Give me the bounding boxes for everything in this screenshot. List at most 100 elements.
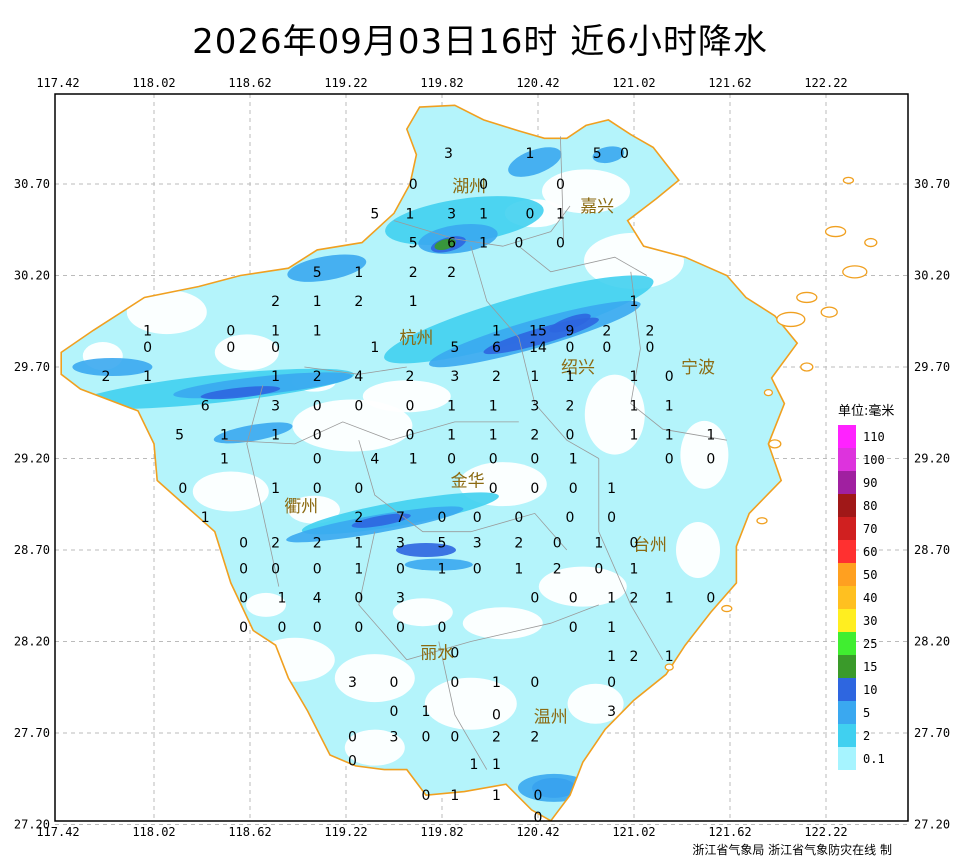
lon-tick-label: 122.22 <box>804 825 847 839</box>
station-value: 1 <box>370 340 379 356</box>
station-value: 1 <box>566 369 575 385</box>
dry-area <box>680 420 729 489</box>
station-value: 0 <box>313 452 322 468</box>
city-label: 温州 <box>534 708 568 728</box>
legend-label: 2 <box>863 728 871 743</box>
station-value: 1 <box>492 323 501 339</box>
station-value: 3 <box>444 146 453 162</box>
station-value: 0 <box>566 340 575 356</box>
lon-tick-label: 118.62 <box>228 76 271 90</box>
legend-label: 110 <box>863 429 885 444</box>
station-value: 0 <box>450 675 459 691</box>
station-value: 1 <box>665 428 674 444</box>
island <box>864 237 878 248</box>
legend-item: 110 <box>838 425 908 448</box>
station-value: 0 <box>409 177 418 193</box>
station-value: 1 <box>526 146 535 162</box>
station-value: 0 <box>226 340 235 356</box>
page-title: 2026年09月03日16时 近6小时降水 <box>192 22 768 62</box>
lat-tick-label: 30.70 <box>914 177 950 191</box>
station-value: 0 <box>630 536 639 552</box>
legend-item: 10 <box>838 678 908 701</box>
station-value: 2 <box>313 369 322 385</box>
legend-swatch <box>838 701 856 724</box>
station-value: 0 <box>646 340 655 356</box>
station-value: 0 <box>514 510 523 526</box>
station-value: 0 <box>239 561 248 577</box>
station-value: 5 <box>175 428 184 444</box>
station-value: 2 <box>646 323 655 339</box>
station-value: 2 <box>406 369 415 385</box>
rain-area <box>351 513 411 528</box>
district-border <box>598 458 664 661</box>
dry-area <box>424 677 517 730</box>
station-value: 0 <box>607 675 616 691</box>
station-value: 1 <box>143 369 152 385</box>
station-value: 2 <box>447 265 456 281</box>
station-value: 0 <box>143 340 152 356</box>
station-value: 0 <box>534 810 543 826</box>
legend-swatch <box>838 724 856 747</box>
station-value: 0 <box>390 675 399 691</box>
lat-tick-label: 29.20 <box>914 452 950 466</box>
station-value: 1 <box>479 206 488 222</box>
station-value: 0 <box>178 481 187 497</box>
legend-label: 30 <box>863 613 878 628</box>
station-value: 0 <box>489 481 498 497</box>
station-value: 15 <box>529 323 547 339</box>
island <box>664 663 674 671</box>
station-value: 0 <box>313 620 322 636</box>
dry-area <box>542 169 630 214</box>
station-value: 3 <box>473 536 482 552</box>
rain-area <box>518 773 590 802</box>
station-value: 3 <box>450 369 459 385</box>
station-value: 0 <box>239 591 248 607</box>
station-value: 3 <box>447 206 456 222</box>
dry-area <box>246 592 286 617</box>
lon-tick-label: 120.42 <box>516 825 559 839</box>
legend-swatch <box>838 655 856 678</box>
dry-area <box>392 598 453 627</box>
rain-area <box>508 147 562 177</box>
legend-label: 15 <box>863 659 878 674</box>
station-value: 0 <box>271 561 280 577</box>
legend-swatch <box>838 425 856 448</box>
legend-label: 90 <box>863 475 878 490</box>
legend-swatch <box>838 494 856 517</box>
dry-area <box>334 654 415 703</box>
rain-area <box>72 358 153 376</box>
station-value: 1 <box>271 323 280 339</box>
dry-area <box>192 471 269 512</box>
station-value: 0 <box>620 146 629 162</box>
station-value: 1 <box>492 788 501 804</box>
island <box>842 265 868 279</box>
station-value: 0 <box>447 452 456 468</box>
station-value: 1 <box>447 428 456 444</box>
station-value: 1 <box>220 452 229 468</box>
lat-tick-label: 27.20 <box>914 818 950 832</box>
station-value: 1 <box>530 369 539 385</box>
island <box>776 311 806 328</box>
station-value: 5 <box>450 340 459 356</box>
station-value: 6 <box>492 340 501 356</box>
district-border <box>304 366 407 375</box>
legend-label: 70 <box>863 521 878 536</box>
legend-item: 80 <box>838 494 908 517</box>
legend-swatch <box>838 586 856 609</box>
lon-tick-label: 121.62 <box>708 76 751 90</box>
station-value: 1 <box>630 398 639 414</box>
station-value: 2 <box>102 369 111 385</box>
dry-area <box>254 637 335 682</box>
city-label: 杭州 <box>399 329 433 349</box>
station-value: 0 <box>492 708 501 724</box>
lat-tick-label: 29.70 <box>14 360 50 374</box>
map-frame <box>54 93 909 822</box>
station-value: 1 <box>271 481 280 497</box>
district-border <box>358 440 568 551</box>
station-value: 0 <box>348 753 357 769</box>
station-value: 5 <box>438 536 447 552</box>
island <box>763 388 774 397</box>
legend-item: 30 <box>838 609 908 632</box>
station-value: 0 <box>479 177 488 193</box>
island <box>820 306 838 318</box>
